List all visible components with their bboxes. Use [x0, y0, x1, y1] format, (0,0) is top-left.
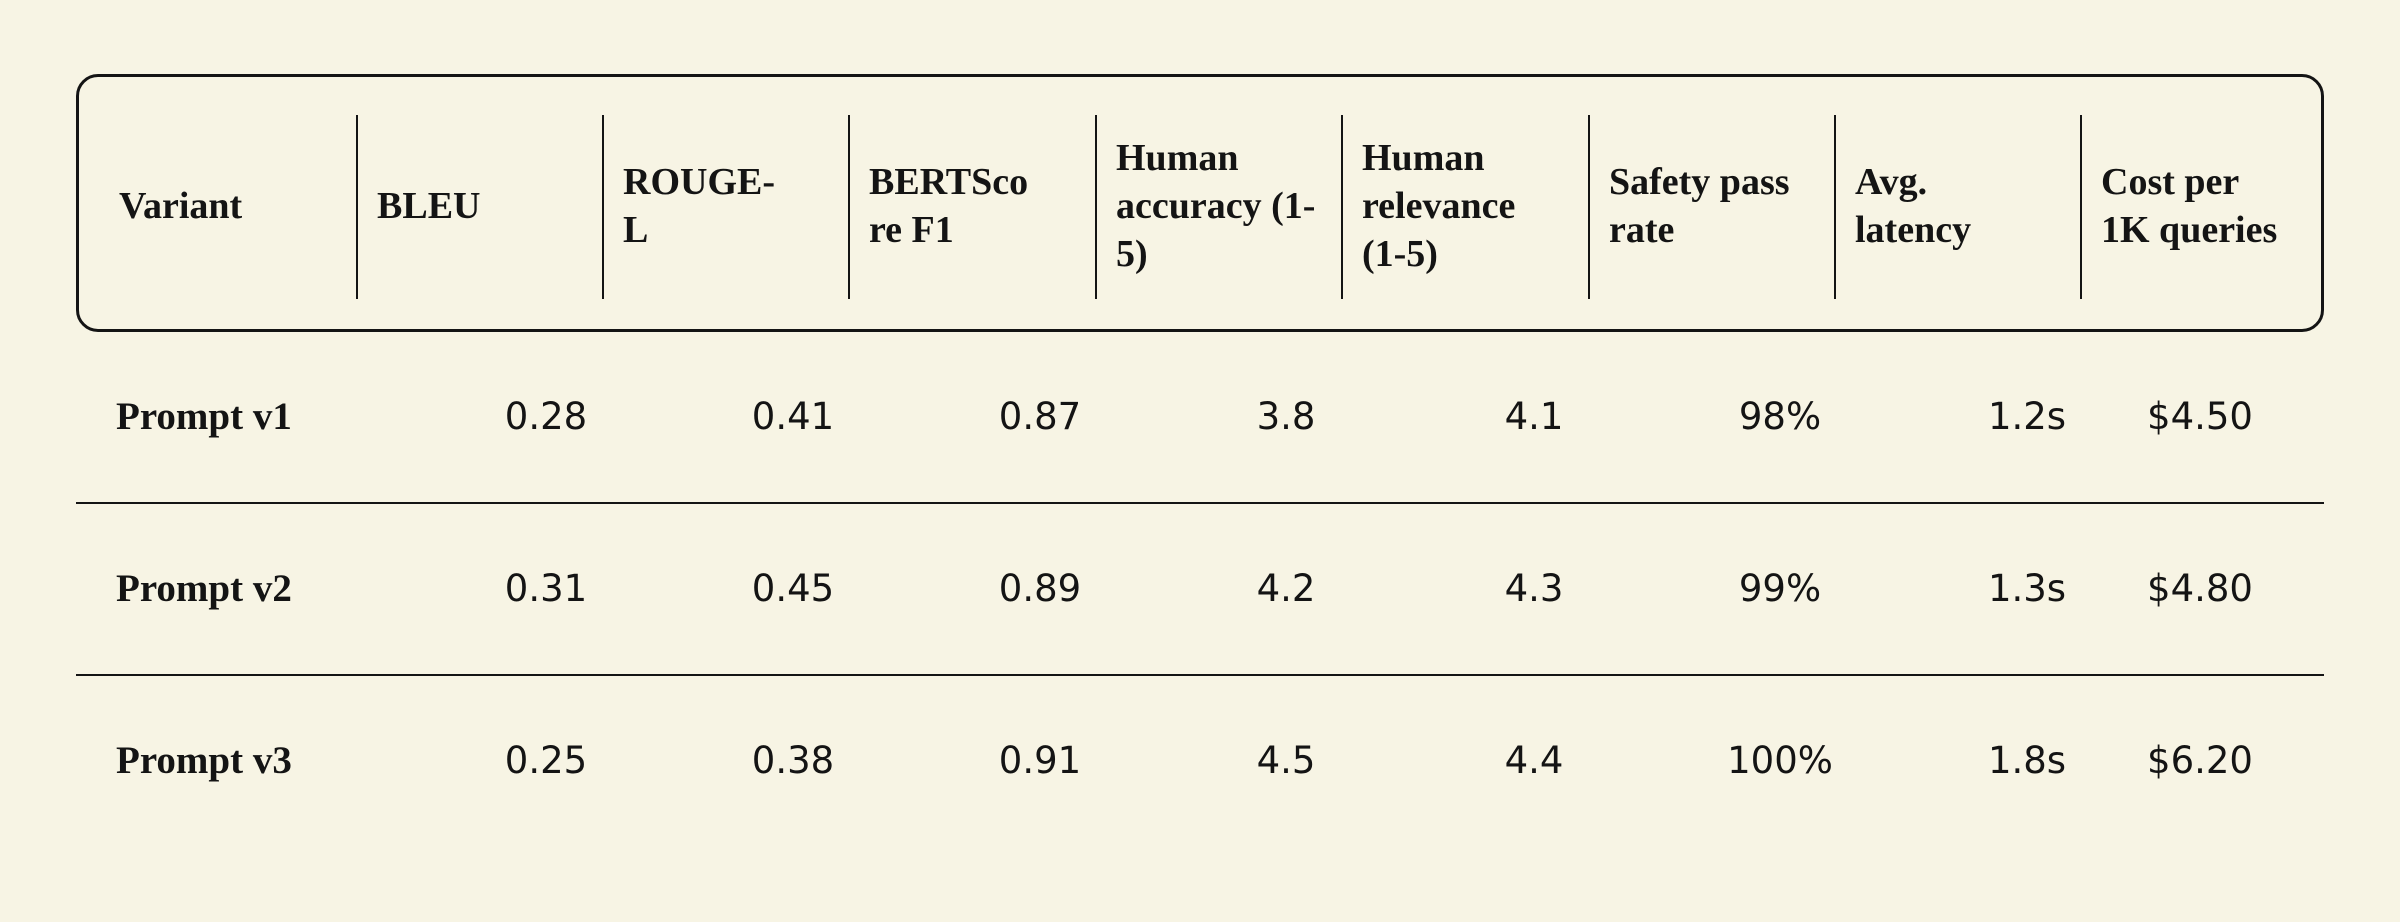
cell-rouge-l: 0.45: [751, 566, 835, 610]
cell-bleu: 0.31: [504, 566, 588, 610]
cell-variant: Prompt v3: [116, 738, 292, 782]
cell-rouge-l: 0.38: [751, 738, 835, 782]
cell-avg-latency: 1.3s: [1987, 566, 2067, 610]
cell-human-accuracy: 4.2: [1256, 566, 1316, 610]
column-divider: [2080, 115, 2082, 299]
header-bleu: BLEU: [377, 185, 481, 227]
column-divider: [1341, 115, 1343, 299]
cell-human-accuracy: 3.8: [1256, 394, 1316, 438]
cell-cost-per-1k: $4.50: [2147, 394, 2253, 438]
header-rouge-l: ROUGE-L: [623, 161, 775, 251]
column-divider: [1834, 115, 1836, 299]
cell-avg-latency: 1.2s: [1987, 394, 2067, 438]
cell-human-relevance: 4.4: [1504, 738, 1564, 782]
column-divider: [602, 115, 604, 299]
column-divider: [356, 115, 358, 299]
cell-safety-pass-rate: 98%: [1738, 394, 1822, 438]
header-avg-latency: Avg. latency: [1855, 161, 1972, 251]
header-variant: Variant: [119, 185, 243, 227]
cell-safety-pass-rate: 100%: [1727, 738, 1833, 782]
cell-human-accuracy: 4.5: [1256, 738, 1316, 782]
table-row: Prompt v2 0.31 0.45 0.89 4.2 4.3 99% 1.3…: [76, 502, 2324, 676]
cell-variant: Prompt v2: [116, 566, 292, 610]
cell-human-relevance: 4.3: [1504, 566, 1564, 610]
header-cost-per-1k: Cost per 1K queries: [2101, 161, 2278, 251]
cell-bleu: 0.28: [504, 394, 588, 438]
cell-human-relevance: 4.1: [1504, 394, 1564, 438]
cell-bertscore-f1: 0.87: [998, 394, 1082, 438]
cell-bertscore-f1: 0.91: [998, 738, 1082, 782]
cell-rouge-l: 0.41: [751, 394, 835, 438]
column-divider: [1095, 115, 1097, 299]
header-human-accuracy: Human accuracy (1-5): [1116, 137, 1316, 275]
cell-cost-per-1k: $4.80: [2147, 566, 2253, 610]
header-safety-pass-rate: Safety pass rate: [1609, 161, 1790, 251]
table-header: Variant BLEU ROUGE-L BERTScore F1 Human …: [76, 74, 2324, 332]
cell-cost-per-1k: $6.20: [2147, 738, 2253, 782]
column-divider: [848, 115, 850, 299]
table-row: Prompt v1 0.28 0.41 0.87 3.8 4.1 98% 1.2…: [76, 330, 2324, 504]
cell-avg-latency: 1.8s: [1987, 738, 2067, 782]
header-human-relevance: Human relevance (1-5): [1362, 137, 1516, 275]
cell-safety-pass-rate: 99%: [1738, 566, 1822, 610]
cell-bleu: 0.25: [504, 738, 588, 782]
table-row: Prompt v3 0.25 0.38 0.91 4.5 4.4 100% 1.…: [76, 674, 2324, 846]
cell-bertscore-f1: 0.89: [998, 566, 1082, 610]
cell-variant: Prompt v1: [116, 394, 292, 438]
column-divider: [1588, 115, 1590, 299]
header-bertscore-f1: BERTScore F1: [869, 161, 1029, 251]
